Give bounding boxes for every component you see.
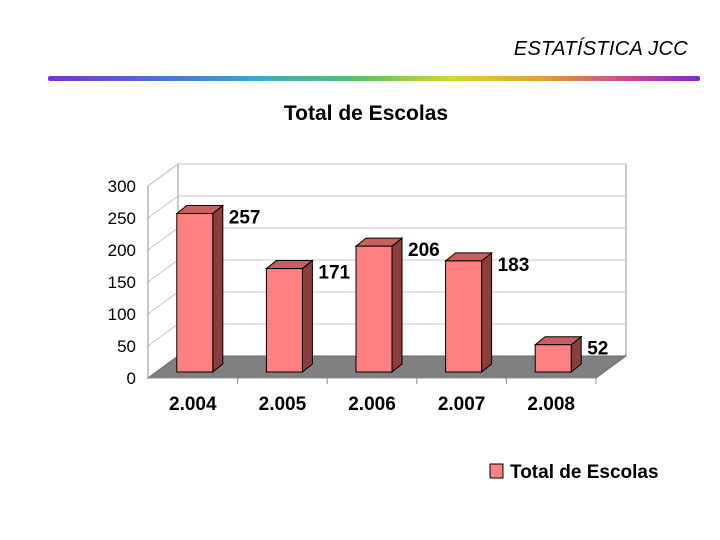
gridline — [147, 195, 626, 219]
bar-side — [481, 251, 493, 374]
y-tick-label: 200 — [108, 241, 136, 260]
data-label: 257 — [229, 208, 261, 229]
data-label: 171 — [318, 263, 350, 284]
bar — [534, 344, 572, 373]
x-tick-label: 2.007 — [438, 394, 486, 415]
page-title: ESTATÍSTICA JCC — [513, 38, 688, 60]
x-tick-label: 2.004 — [169, 394, 217, 415]
y-tick-label: 50 — [117, 337, 136, 356]
bar-side — [212, 204, 224, 374]
x-tick-label: 2.005 — [259, 394, 307, 415]
bar — [176, 213, 214, 373]
data-label: 183 — [498, 255, 530, 276]
y-tick-label: 250 — [108, 209, 136, 228]
x-tick-label: 2.008 — [527, 394, 575, 415]
bar — [355, 245, 393, 373]
y-tick-label: 300 — [108, 177, 136, 196]
legend-swatch — [489, 463, 504, 479]
data-label: 206 — [408, 240, 440, 261]
y-tick-label: 0 — [127, 369, 136, 388]
header-divider — [48, 76, 700, 81]
y-tick-label: 150 — [108, 273, 136, 292]
bar-side — [301, 259, 313, 374]
bar — [265, 268, 303, 373]
bar-side — [391, 237, 403, 374]
legend-label: Total de Escolas — [510, 462, 659, 483]
legend: Total de Escolas — [489, 462, 659, 483]
x-tick-label: 2.006 — [348, 394, 396, 415]
chart-title: Total de Escolas — [284, 102, 448, 125]
plot-area: 0 50 100 150 200 250 300 257 2.004 171 2.005 206 2.0… — [108, 163, 628, 415]
data-label: 52 — [587, 339, 608, 360]
gridline — [147, 163, 626, 187]
bar — [445, 260, 483, 373]
y-tick-label: 100 — [108, 305, 136, 324]
